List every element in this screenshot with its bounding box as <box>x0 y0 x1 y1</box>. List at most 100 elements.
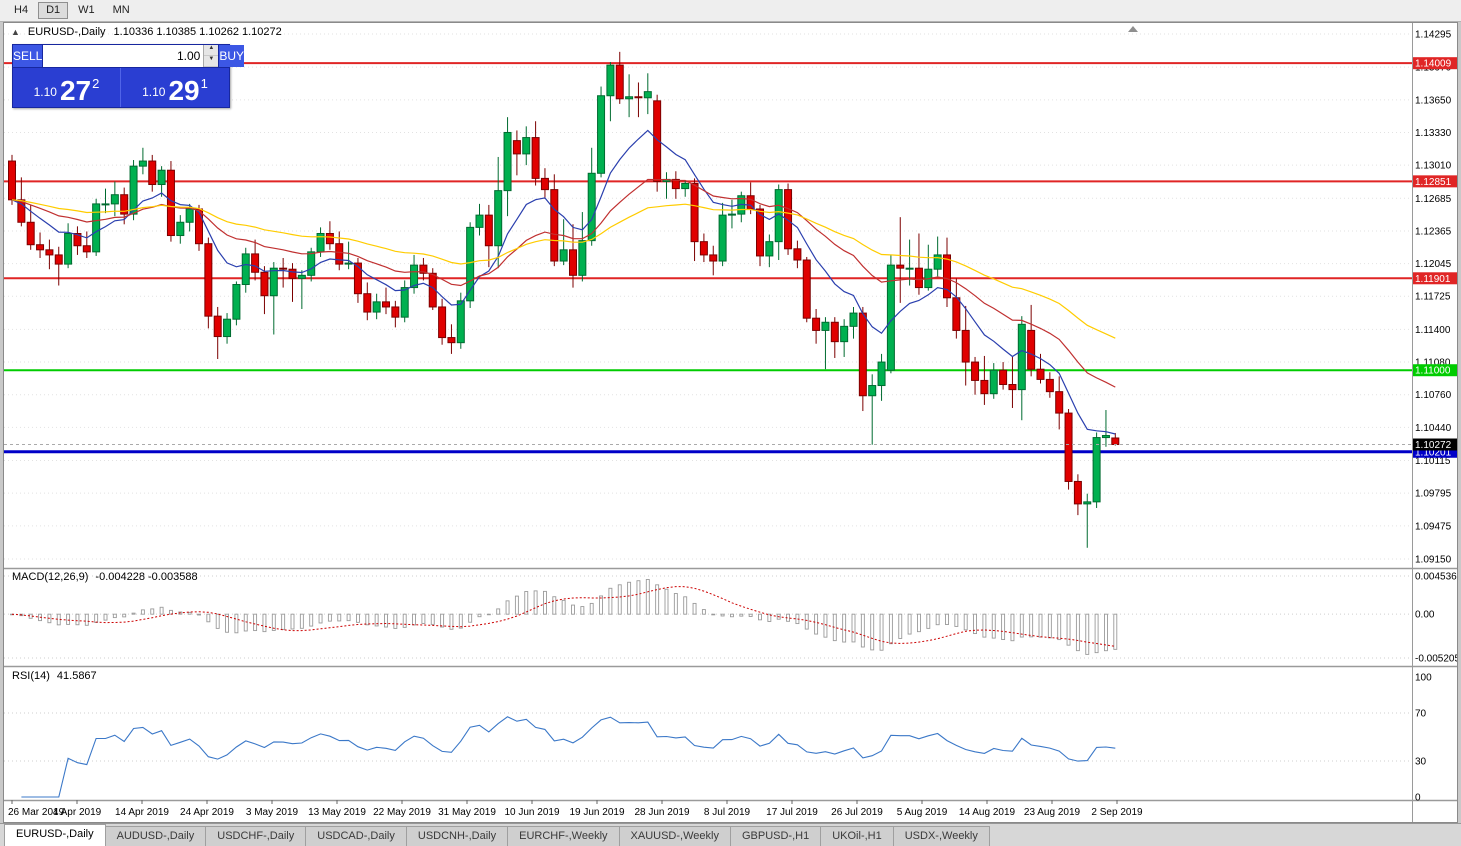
svg-text:1.09475: 1.09475 <box>1415 521 1452 532</box>
svg-text:1.13010: 1.13010 <box>1415 161 1452 172</box>
ask-price-display[interactable]: 1.10 29 1 <box>121 68 229 107</box>
svg-text:14 Apr 2019: 14 Apr 2019 <box>115 807 169 818</box>
timeframe-button-w1[interactable]: W1 <box>78 4 95 16</box>
svg-text:26 Mar 2019: 26 Mar 2019 <box>8 807 65 818</box>
svg-text:1.12365: 1.12365 <box>1415 226 1452 237</box>
buy-button[interactable]: BUY <box>219 45 245 67</box>
svg-text:5 Aug 2019: 5 Aug 2019 <box>897 807 948 818</box>
bid-price-pipette: 2 <box>92 76 100 91</box>
chart-ohlc-values: 1.10336 1.10385 1.10262 1.10272 <box>113 26 282 38</box>
horizontal-level-lines[interactable] <box>4 62 1412 454</box>
svg-text:23 Aug 2019: 23 Aug 2019 <box>1024 807 1081 818</box>
tab-usdcnh-daily[interactable]: USDCNH-,Daily <box>405 826 509 846</box>
rsi-indicator-label: RSI(14) 41.5867 <box>12 670 97 682</box>
tab-eurchf-weekly[interactable]: EURCHF-,Weekly <box>507 826 620 846</box>
svg-text:0.004536: 0.004536 <box>1415 572 1457 583</box>
rsi-line <box>21 716 1116 798</box>
macd-name: MACD(12,26,9) <box>12 571 89 583</box>
ask-price-pipette: 1 <box>200 76 208 91</box>
macd-indicator-label: MACD(12,26,9) -0.004228 -0.003588 <box>12 571 198 583</box>
bid-price-display[interactable]: 1.10 27 2 <box>13 68 121 107</box>
volume-input[interactable] <box>43 45 204 67</box>
chart-header: ▲ EURUSD-,Daily 1.10336 1.10385 1.10262 … <box>11 26 282 38</box>
tab-usdchf-daily[interactable]: USDCHF-,Daily <box>205 826 307 846</box>
svg-text:26 Jul 2019: 26 Jul 2019 <box>831 807 883 818</box>
svg-text:1.10201: 1.10201 <box>1415 447 1452 458</box>
ma-slow-line <box>11 199 1116 339</box>
tab-xauusd-weekly[interactable]: XAUUSD-,Weekly <box>618 826 731 846</box>
svg-text:8 Jul 2019: 8 Jul 2019 <box>704 807 751 818</box>
one-click-trading-panel: SELL ▲ ▼ BUY 1.10 27 2 1.10 29 1 <box>12 44 245 108</box>
svg-text:30: 30 <box>1415 757 1427 768</box>
svg-text:0.00: 0.00 <box>1415 610 1435 621</box>
svg-text:1.10115: 1.10115 <box>1415 456 1451 467</box>
svg-text:0: 0 <box>1415 793 1421 804</box>
svg-text:1.09795: 1.09795 <box>1415 489 1452 500</box>
current-price-tag <box>1413 438 1457 451</box>
tab-eurusd-daily[interactable]: EURUSD-,Daily <box>4 824 106 846</box>
svg-text:31 May 2019: 31 May 2019 <box>438 807 496 818</box>
svg-text:1.10272: 1.10272 <box>1415 440 1452 451</box>
tab-usdcad-daily[interactable]: USDCAD-,Daily <box>305 826 407 846</box>
macd-values: -0.004228 -0.003588 <box>95 571 198 583</box>
svg-text:19 Jun 2019: 19 Jun 2019 <box>569 807 624 818</box>
rsi-name: RSI(14) <box>12 670 50 682</box>
timeframe-button-h4[interactable]: H4 <box>14 4 29 16</box>
svg-text:13 May 2019: 13 May 2019 <box>308 807 366 818</box>
chart-canvas[interactable]: 1.142951.139701.136501.133301.130101.126… <box>4 23 1457 822</box>
ma-mid-line <box>11 178 1116 388</box>
svg-text:1.12685: 1.12685 <box>1415 194 1452 205</box>
svg-text:1.12851: 1.12851 <box>1415 177 1452 188</box>
chart-symbol-label: EURUSD-,Daily <box>27 26 106 38</box>
ask-price-base: 1.10 <box>142 85 166 99</box>
chart-shift-marker-icon[interactable] <box>1128 26 1138 32</box>
svg-text:2 Sep 2019: 2 Sep 2019 <box>1091 807 1143 818</box>
macd-signal-line <box>11 586 1116 647</box>
svg-text:24 Apr 2019: 24 Apr 2019 <box>180 807 234 818</box>
svg-text:22 May 2019: 22 May 2019 <box>373 807 431 818</box>
svg-text:1.11000: 1.11000 <box>1415 366 1451 377</box>
svg-text:1.11400: 1.11400 <box>1415 325 1451 336</box>
svg-text:1.09150: 1.09150 <box>1415 555 1452 566</box>
tab-ukoil-h1[interactable]: UKOil-,H1 <box>820 826 894 846</box>
svg-text:10 Jun 2019: 10 Jun 2019 <box>504 807 559 818</box>
volume-down-button[interactable]: ▼ <box>204 56 219 67</box>
tabbar: EURUSD-,Daily AUDUSD-,Daily USDCHF-,Daily U… <box>0 823 1461 846</box>
tab-usdx-weekly[interactable]: USDX-,Weekly <box>892 826 990 846</box>
candles-layer <box>8 51 1120 548</box>
price-axis-tags: 1.14009 1.12851 1.11901 1.11000 1.102011.102… <box>1413 57 1457 458</box>
price-grid <box>4 33 1412 560</box>
svg-text:100: 100 <box>1415 673 1432 684</box>
ask-price-pips: 29 <box>168 75 200 107</box>
volume-up-button[interactable]: ▲ <box>204 45 219 56</box>
svg-text:1.11725: 1.11725 <box>1415 292 1451 303</box>
svg-text:1.10760: 1.10760 <box>1415 390 1452 401</box>
svg-text:14 Aug 2019: 14 Aug 2019 <box>959 807 1016 818</box>
svg-text:1.13650: 1.13650 <box>1415 95 1452 106</box>
bid-price-pips: 27 <box>59 75 92 107</box>
macd-grid <box>4 575 1412 659</box>
svg-text:1.11080: 1.11080 <box>1415 358 1451 369</box>
svg-text:17 Jul 2019: 17 Jul 2019 <box>766 807 818 818</box>
svg-text:1.11901: 1.11901 <box>1415 274 1451 285</box>
sell-button[interactable]: SELL <box>13 45 43 67</box>
svg-text:3 May 2019: 3 May 2019 <box>246 807 299 818</box>
svg-text:1.12045: 1.12045 <box>1415 259 1452 270</box>
svg-text:1.13330: 1.13330 <box>1415 128 1452 139</box>
timeframe-button-d1[interactable]: D1 <box>38 2 69 19</box>
tab-gbpusd-h1[interactable]: GBPUSD-,H1 <box>729 826 822 846</box>
svg-text:-0.005205: -0.005205 <box>1415 654 1457 665</box>
svg-text:28 Jun 2019: 28 Jun 2019 <box>634 807 689 818</box>
tab-audusd-daily[interactable]: AUDUSD-,Daily <box>104 826 207 846</box>
bid-price-base: 1.10 <box>33 85 57 99</box>
macd-histogram <box>10 579 1118 655</box>
rsi-grid <box>4 712 1412 762</box>
chart-window: 1.142951.139701.136501.133301.130101.126… <box>3 22 1458 823</box>
timeframe-button-mn[interactable]: MN <box>112 4 130 16</box>
price-axis[interactable]: 1.142951.139701.136501.133301.130101.126… <box>1415 30 1457 804</box>
one-click-collapse-icon[interactable]: ▲ <box>11 27 20 37</box>
svg-text:1.14009: 1.14009 <box>1415 59 1452 70</box>
svg-text:1.14295: 1.14295 <box>1415 30 1452 41</box>
svg-text:4 Apr 2019: 4 Apr 2019 <box>53 807 102 818</box>
